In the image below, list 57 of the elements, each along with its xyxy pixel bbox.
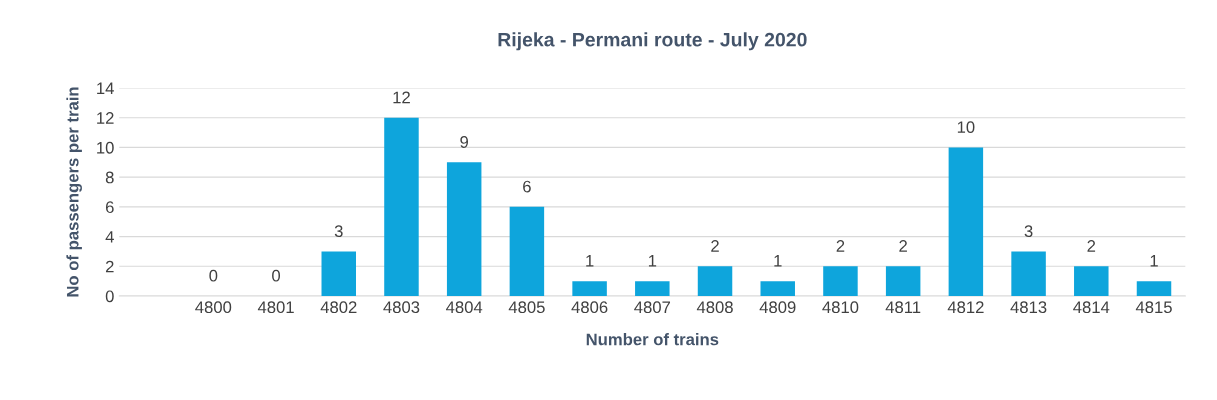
data-label: 3 [334,225,343,238]
data-label: 12 [393,91,410,104]
data-label: 2 [899,240,907,252]
data-label: 6 [523,180,531,193]
y-tick-label: 6 [105,201,114,214]
bar [1136,281,1172,296]
y-tick-label: 4 [105,231,114,243]
data-label: 10 [957,121,975,134]
x-tick-label: 4815 [1135,301,1172,314]
x-tick-label: 4801 [257,301,294,314]
data-label: 2 [836,240,845,252]
x-tick-label: 4802 [320,301,357,314]
y-tick-label: 0 [105,290,114,303]
data-label: 0 [209,269,218,282]
x-tick-label: 4811 [885,301,921,314]
bar [446,162,482,296]
x-tick-label: 4808 [696,301,733,314]
data-label: 2 [711,240,719,252]
data-label: 3 [1024,225,1033,238]
y-axis-title: No of passengers per train [66,87,82,297]
data-label: 1 [1150,255,1158,267]
y-tick-label: 12 [97,112,114,124]
x-tick-label: 4812 [947,301,984,314]
bar [1074,266,1109,296]
bar [635,281,670,296]
data-label: 0 [272,269,281,282]
y-tick-label: 2 [105,260,114,273]
data-label: 9 [460,136,469,148]
x-tick-label: 4805 [508,301,545,314]
bar [321,251,356,296]
x-axis-title: Number of trains [586,333,719,346]
x-tick-label: 4814 [1073,301,1110,314]
x-tick-label: 4813 [1010,301,1047,314]
chart-title: Rijeka - Permani route - July 2020 [498,32,807,51]
bar [697,266,733,296]
data-label: 1 [648,255,657,267]
bar [384,117,419,296]
data-label: 1 [586,255,594,267]
bar [1011,251,1046,296]
bar [823,266,858,296]
x-tick-label: 4807 [634,301,671,314]
x-tick-label: 4803 [383,301,420,314]
x-tick-label: 4804 [446,301,483,314]
x-tick-label: 4809 [759,301,796,314]
data-label: 2 [1087,240,1096,252]
x-tick-label: 4806 [571,301,608,314]
bar [509,206,545,296]
x-tick-label: 4800 [195,301,232,314]
y-tick-label: 8 [105,171,114,184]
bar [948,147,984,296]
bar [760,281,795,296]
bar [572,281,607,296]
x-tick-label: 4810 [822,301,859,314]
y-tick-label: 14 [97,82,114,95]
data-label: 1 [774,255,782,267]
bar [885,266,921,296]
y-tick-label: 10 [97,141,114,154]
